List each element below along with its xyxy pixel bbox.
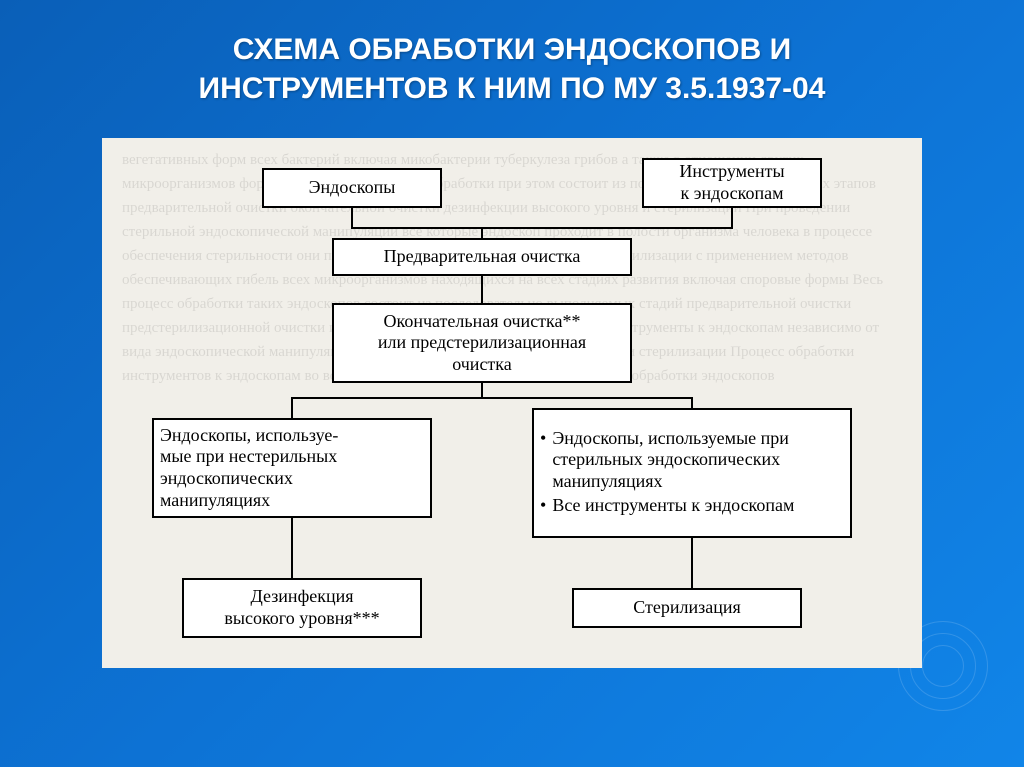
flowchart-node-line: очистка bbox=[452, 354, 512, 374]
flowchart-node-line: Эндоскопы bbox=[309, 177, 396, 197]
flowchart-panel: вегетативных форм всех бактерий включая … bbox=[102, 138, 922, 668]
flowchart-node-n7: Дезинфекциявысокого уровня*** bbox=[182, 578, 422, 638]
connector-line bbox=[292, 383, 482, 418]
bullet-text: Эндоскопы, используемые при стерильных э… bbox=[552, 428, 844, 493]
flowchart-node-bullet: • Все инструменты к эндоскопам bbox=[540, 495, 844, 517]
flowchart-node-bullet: • Эндоскопы, используемые при стерильных … bbox=[540, 428, 844, 493]
flowchart-node-n8: Стерилизация bbox=[572, 588, 802, 628]
bullet-text: Все инструменты к эндоскопам bbox=[552, 495, 794, 517]
title-line: СХЕМА ОБРАБОТКИ ЭНДОСКОПОВ И bbox=[233, 33, 791, 66]
slide-title: СХЕМА ОБРАБОТКИ ЭНДОСКОПОВ И ИНСТРУМЕНТОВ… bbox=[0, 0, 1024, 118]
flowchart-node-line: эндоскопических bbox=[160, 468, 293, 488]
title-line: ИНСТРУМЕНТОВ К НИМ ПО МУ 3.5.1937-04 bbox=[199, 72, 826, 105]
flowchart-node-line: мые при нестерильных bbox=[160, 446, 337, 466]
slide: СХЕМА ОБРАБОТКИ ЭНДОСКОПОВ И ИНСТРУМЕНТОВ… bbox=[0, 0, 1024, 767]
flowchart-node-line: Дезинфекция bbox=[250, 586, 353, 606]
connector-line bbox=[482, 398, 692, 408]
flowchart-node-n2: Инструментык эндоскопам bbox=[642, 158, 822, 208]
flowchart-node-n1: Эндоскопы bbox=[262, 168, 442, 208]
flowchart-node-line: высокого уровня*** bbox=[224, 608, 379, 628]
flowchart-node-n4: Окончательная очистка**или предстерилиза… bbox=[332, 303, 632, 383]
flowchart-node-line: к эндоскопам bbox=[680, 183, 783, 203]
flowchart-node-line: Инструменты bbox=[679, 161, 784, 181]
flowchart-node-n6: • Эндоскопы, используемые при стерильных … bbox=[532, 408, 852, 538]
flowchart-node-line: манипуляциях bbox=[160, 490, 270, 510]
flowchart-node-line: Предварительная очистка bbox=[384, 246, 581, 266]
flowchart-node-n3: Предварительная очистка bbox=[332, 238, 632, 276]
flowchart-node-line: Окончательная очистка** bbox=[383, 311, 580, 331]
flowchart-node-n5: Эндоскопы, используе-мые при нестерильны… bbox=[152, 418, 432, 518]
flowchart-node-line: Стерилизация bbox=[633, 597, 741, 617]
flowchart-node-line: или предстерилизационная bbox=[378, 332, 586, 352]
bullet-icon: • bbox=[540, 428, 546, 450]
bullet-icon: • bbox=[540, 495, 546, 517]
flowchart-node-line: Эндоскопы, используе- bbox=[160, 425, 338, 445]
